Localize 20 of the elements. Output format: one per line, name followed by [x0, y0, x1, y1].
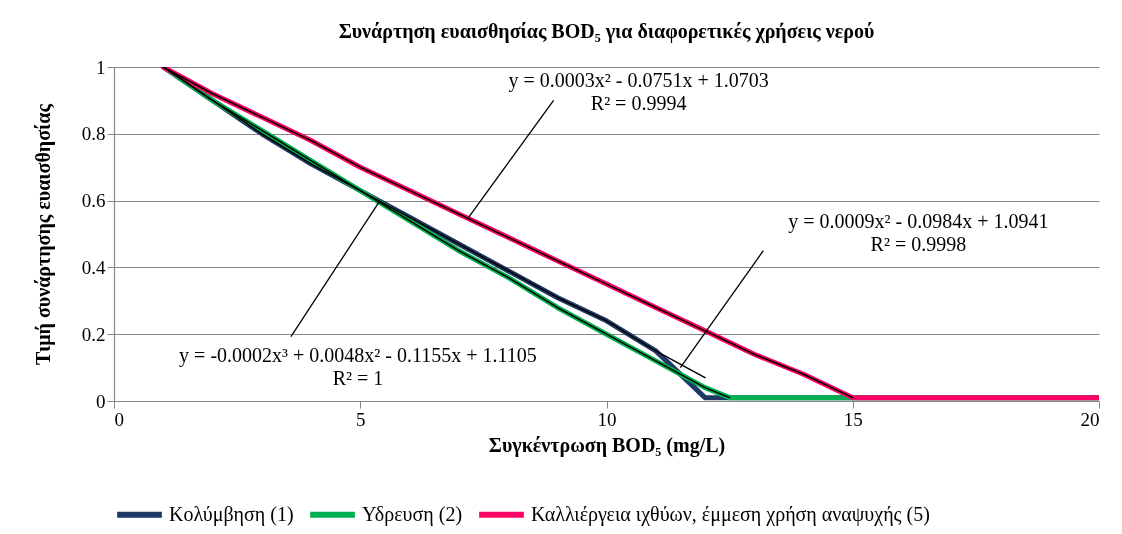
- x-tick-label: 15: [843, 408, 863, 430]
- x-axis-title: Συγκέντρωση BOD₅ (mg/L): [488, 433, 726, 457]
- x-tick-label: 0: [114, 408, 124, 430]
- legend-label: Υδρευση (2): [362, 502, 463, 526]
- y-tick-label: 0.8: [81, 123, 106, 145]
- x-tick-label: 5: [356, 408, 366, 430]
- legend-label: Κολύμβηση (1): [169, 502, 294, 526]
- annotation: y = 0.0009x² - 0.0984x + 1.0941 R² = 0.9998: [788, 209, 1049, 255]
- x-tick-label: 20: [1080, 408, 1100, 430]
- annotation: y = -0.0002x³ + 0.0048x² - 0.1155x + 1.1105 R² = 1: [179, 343, 537, 389]
- y-tick-label: 0.6: [81, 190, 106, 212]
- chart-title: Συνάρτηση ευαισθησίας BOD₅ για διαφορετικές χρήσεις νερού: [338, 20, 875, 43]
- y-axis-title: Τιμή συνάρτησης ευαισθησίας: [31, 103, 55, 365]
- legend-label: Καλλιέργεια ιχθύων, έμμεση χρήση αναψυχής (5): [531, 502, 930, 526]
- y-tick-label: 0.4: [81, 256, 106, 278]
- y-tick-label: 0.2: [81, 323, 106, 345]
- y-tick-label: 1: [96, 56, 106, 78]
- annotation: y = 0.0003x² - 0.0751x + 1.0703 R² = 0.9994: [508, 69, 769, 115]
- y-tick-label: 0: [96, 390, 106, 412]
- x-tick-label: 10: [597, 408, 617, 430]
